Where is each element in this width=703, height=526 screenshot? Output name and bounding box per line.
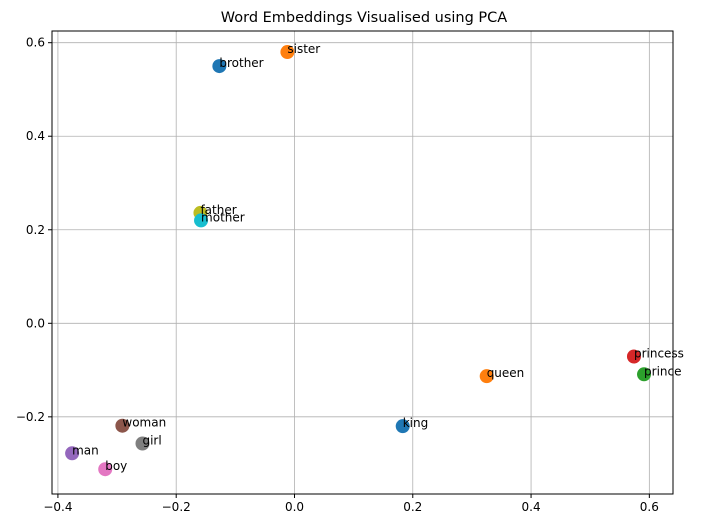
point-label-man: man (72, 443, 99, 457)
data-point-sister (280, 45, 295, 60)
data-point-woman (115, 418, 130, 433)
x-tick-label: 0.6 (640, 500, 659, 514)
data-point-boy (98, 462, 113, 477)
data-point-princess (626, 349, 641, 364)
point-label-sister: sister (287, 42, 320, 56)
data-point-man (65, 446, 80, 461)
data-point-brother (212, 59, 227, 74)
x-tick-label: 0.2 (403, 500, 422, 514)
plot-area-frame (51, 30, 674, 495)
point-label-king: king (403, 416, 429, 430)
point-label-girl: girl (142, 433, 161, 447)
point-label-prince: prince (644, 364, 681, 378)
y-tick-label: 0.6 (26, 36, 45, 50)
x-tick-label: −0.4 (43, 500, 72, 514)
point-label-queen: queen (487, 366, 525, 380)
data-point-king (395, 419, 410, 434)
data-point-prince (637, 367, 652, 382)
point-label-father: father (200, 203, 236, 217)
axis-ticks: −0.4 −0.2 0.0 0.2 0.4 0.6 −0.2 0.0 0.2 0.4 0.6 (16, 36, 659, 514)
y-tick-label: 0.2 (26, 223, 45, 237)
y-tick-label: −0.2 (16, 410, 45, 424)
point-label-princess: princess (634, 347, 684, 361)
point-label-boy: boy (105, 459, 127, 473)
x-tick-label: −0.2 (162, 500, 191, 514)
y-tick-label: 0.0 (26, 316, 45, 330)
point-labels: king queen prince princess man woman boy girl fa… (72, 42, 684, 473)
x-tick-label: 0.0 (285, 500, 304, 514)
grid (52, 31, 673, 494)
data-point-girl (135, 436, 150, 451)
x-tick-label: 0.4 (522, 500, 541, 514)
y-tick-label: 0.4 (26, 129, 45, 143)
data-points (65, 45, 652, 477)
data-point-mother (194, 213, 209, 228)
point-label-brother: brother (219, 56, 263, 70)
chart-title: Word Embeddings Visualised using PCA (221, 10, 508, 26)
point-label-woman: woman (122, 416, 166, 430)
data-point-queen (479, 369, 494, 384)
point-label-mother: mother (201, 210, 245, 224)
